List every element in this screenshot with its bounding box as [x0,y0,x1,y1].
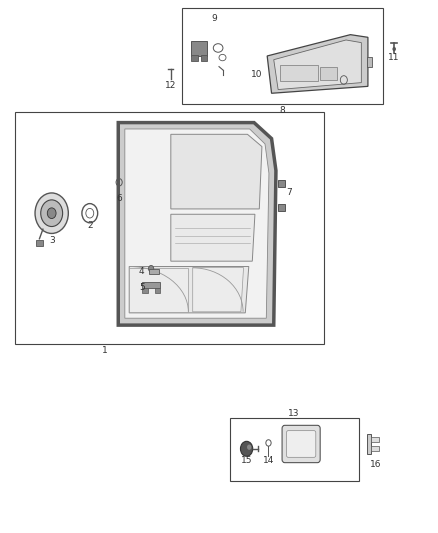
Bar [230,418,359,481]
Bar [278,204,285,211]
Text: 5: 5 [139,284,145,292]
FancyBboxPatch shape [286,431,316,457]
Text: 1: 1 [102,346,108,354]
Text: 14: 14 [263,456,274,465]
Polygon shape [274,40,361,90]
Bar [278,180,285,187]
Text: 3: 3 [49,236,55,245]
Text: 6: 6 [116,194,122,203]
Text: 15: 15 [241,456,252,465]
Text: 13: 13 [288,409,299,417]
Circle shape [148,265,154,272]
Polygon shape [129,266,249,313]
Bar [367,434,371,454]
Bar [320,67,337,80]
Text: 16: 16 [370,461,381,469]
Circle shape [240,441,253,456]
Bar [36,240,43,246]
Circle shape [47,208,56,219]
Bar [201,55,207,61]
Polygon shape [171,214,255,261]
Polygon shape [171,134,262,209]
Text: 2: 2 [87,222,92,230]
Text: 12: 12 [165,81,177,90]
Bar [149,269,159,274]
Bar [371,437,379,442]
Bar [142,288,148,293]
Circle shape [392,47,396,51]
Text: 10: 10 [251,70,262,79]
Bar [191,55,198,61]
Bar [191,41,207,56]
Polygon shape [125,129,269,318]
Text: 9: 9 [212,14,218,22]
Bar [142,282,160,288]
Bar [155,288,160,293]
Polygon shape [118,123,276,325]
Polygon shape [193,268,244,312]
Circle shape [35,193,68,233]
Polygon shape [129,268,188,312]
Bar [367,57,372,67]
FancyBboxPatch shape [282,425,320,463]
Bar [15,112,324,344]
Circle shape [247,445,251,450]
Text: 4: 4 [139,268,145,276]
Polygon shape [267,35,368,93]
Text: 7: 7 [286,189,292,197]
Text: 8: 8 [279,106,286,115]
Bar [280,65,318,81]
Circle shape [41,200,63,227]
Bar [371,446,379,451]
Bar [182,8,383,104]
Text: 11: 11 [389,53,400,61]
